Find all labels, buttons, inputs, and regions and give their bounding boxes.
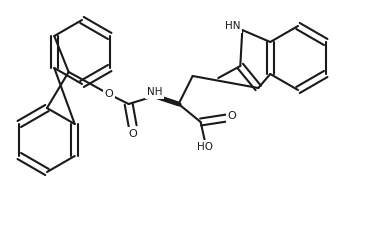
Text: O: O — [227, 111, 236, 121]
Text: O: O — [104, 89, 113, 99]
Text: HO: HO — [197, 142, 213, 152]
Text: O: O — [128, 129, 137, 139]
Text: HN: HN — [224, 21, 240, 31]
Text: NH: NH — [147, 87, 162, 97]
